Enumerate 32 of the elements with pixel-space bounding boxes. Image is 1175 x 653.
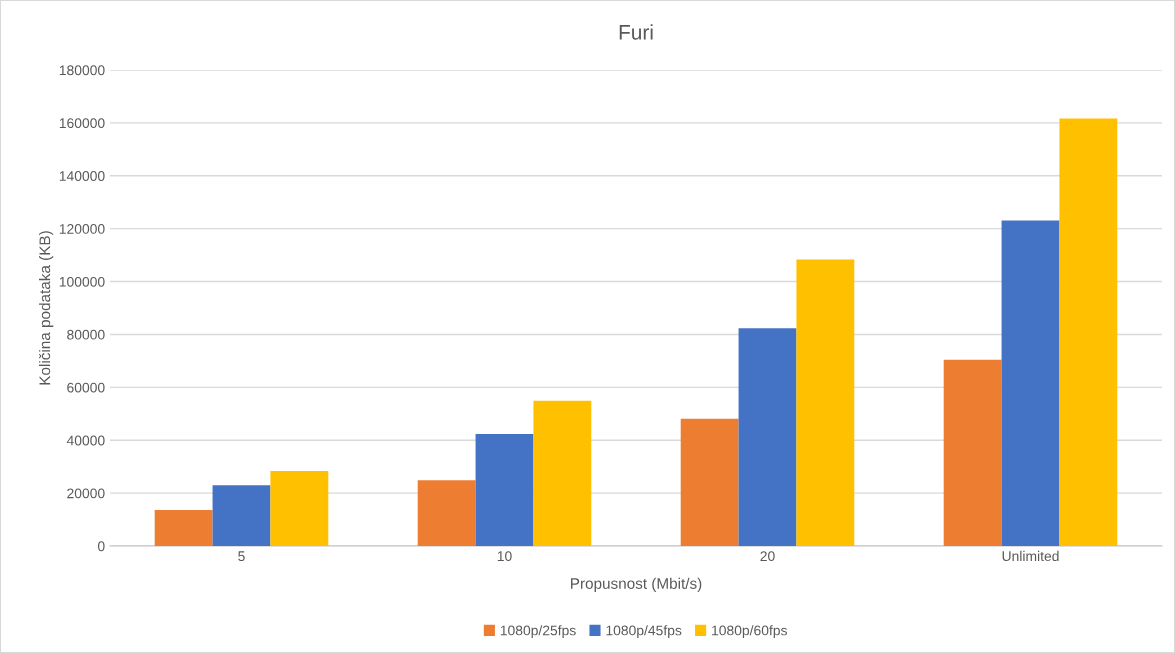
x-tick-label: Unlimited (1002, 550, 1059, 562)
legend-label: 1080p/25fps (500, 625, 576, 639)
y-tick-label: 40000 (66, 435, 105, 446)
y-tick-label: 100000 (59, 276, 105, 287)
bar (270, 470, 329, 546)
bar (943, 359, 1002, 546)
x-tick-label: 10 (497, 551, 512, 562)
y-axis-title: Količina podataka (KB) (38, 231, 54, 385)
y-tick-label: 140000 (59, 171, 105, 181)
bar (680, 418, 739, 546)
x-tick-label: 5 (238, 551, 245, 562)
bar (1059, 118, 1118, 546)
y-tick-label: 60000 (67, 382, 105, 393)
legend-label: 1080p/60fps (712, 625, 787, 639)
y-tick-label: 0 (97, 541, 105, 552)
y-tick-label: 80000 (67, 329, 105, 340)
x-axis-title: Propusnost (Mbit/s) (571, 577, 702, 592)
legend-label: 1080p/45fps (606, 625, 682, 639)
bar (796, 259, 855, 546)
y-tick-label: 160000 (59, 118, 105, 129)
bar (212, 485, 271, 546)
bar (533, 400, 592, 546)
y-tick-label: 20000 (67, 488, 105, 499)
chart-title: Furi (619, 24, 653, 40)
bar (154, 510, 213, 546)
y-tick-label: 180000 (59, 65, 105, 76)
y-tick-label: 120000 (59, 224, 105, 234)
bar (738, 328, 797, 546)
bar (417, 480, 476, 546)
bar (475, 433, 534, 546)
x-tick-label: 20 (760, 551, 775, 562)
bar (1001, 220, 1060, 546)
